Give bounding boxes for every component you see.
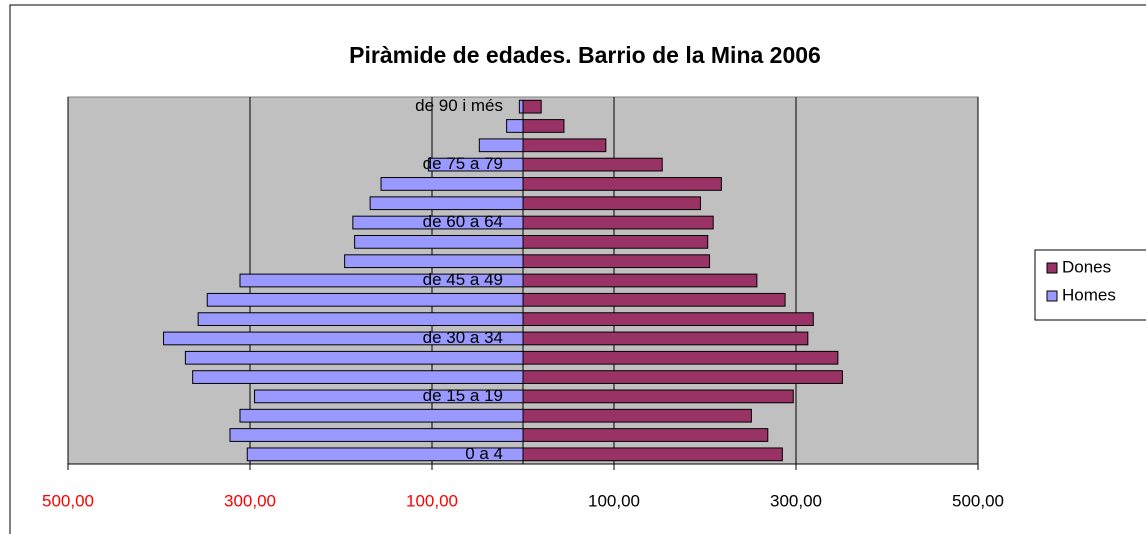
category-label: de 60 a 64 (423, 212, 503, 231)
bar (354, 234, 524, 249)
bar (522, 331, 809, 346)
bar (518, 99, 524, 114)
bar (239, 408, 524, 423)
category-label: de 15 a 19 (423, 386, 503, 405)
bar (506, 119, 524, 133)
legend-swatch (1046, 262, 1058, 274)
bar (522, 234, 709, 249)
bar (522, 273, 758, 288)
bar (229, 428, 524, 442)
bar (522, 177, 722, 191)
bar (478, 138, 524, 153)
bar (369, 196, 524, 211)
bar (380, 177, 524, 191)
legend-swatch (1046, 290, 1058, 302)
x-tick-label: 300,00 (770, 491, 822, 510)
bar (197, 312, 524, 327)
category-label: de 75 a 79 (423, 154, 503, 173)
category-label: 0 a 4 (465, 444, 503, 463)
category-label: de 45 a 49 (423, 270, 503, 289)
bar (522, 408, 752, 423)
legend-label: Dones (1062, 257, 1111, 276)
x-tick-label: 300,00 (224, 491, 276, 510)
legend-label: Homes (1062, 285, 1116, 304)
bar (192, 370, 524, 384)
chart-title: Piràmide de edades. Barrio de la Mina 20… (349, 42, 821, 68)
x-tick-label: 100,00 (588, 491, 640, 510)
bar (522, 254, 711, 269)
x-tick-label: 500,00 (952, 491, 1004, 510)
bar (522, 428, 769, 442)
bar (522, 370, 843, 384)
category-label: de 90 i més (415, 96, 503, 115)
bar (522, 292, 786, 307)
category-label: de 30 a 34 (423, 328, 503, 347)
bar (522, 215, 714, 230)
bar (522, 350, 839, 365)
bar (522, 447, 783, 462)
bar (184, 350, 524, 365)
bar (344, 254, 524, 269)
bar (522, 119, 565, 133)
bar (522, 99, 542, 114)
bar (522, 389, 794, 404)
legend-box (1034, 249, 1146, 321)
bar (522, 312, 814, 327)
bar (522, 138, 607, 153)
x-tick-label: 100,00 (406, 491, 458, 510)
bar (522, 157, 663, 172)
bar (206, 292, 524, 307)
x-tick-label: 500,00 (42, 491, 94, 510)
bar (522, 196, 701, 211)
